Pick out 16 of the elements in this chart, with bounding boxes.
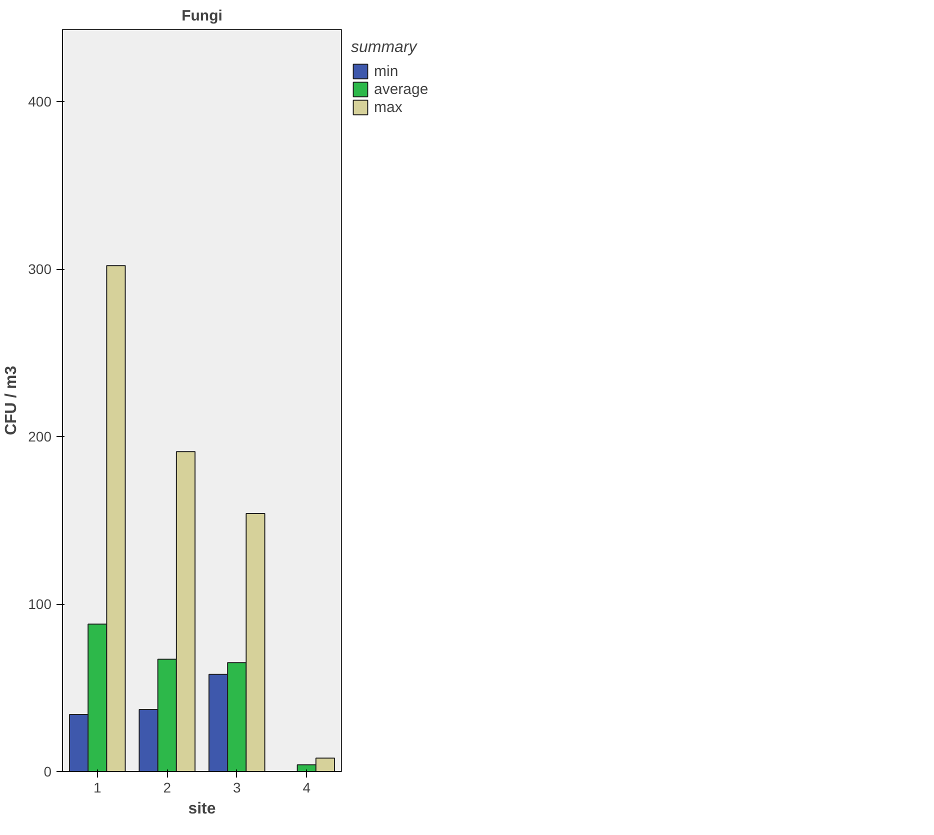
y-tick-label: 100 bbox=[28, 596, 52, 612]
y-tick-label: 0 bbox=[44, 764, 52, 780]
legend-label: max bbox=[374, 98, 402, 116]
y-tick-label: 400 bbox=[28, 94, 52, 110]
legend-label: average bbox=[374, 80, 428, 98]
x-tick-label: 2 bbox=[163, 780, 172, 796]
x-tick-label: 1 bbox=[93, 780, 102, 796]
y-axis-title: CFU / m3 bbox=[3, 366, 20, 436]
x-tick-label: 4 bbox=[302, 780, 311, 796]
chart-title: Fungi bbox=[182, 8, 222, 24]
y-tick-label: 200 bbox=[28, 428, 52, 445]
x-axis-title: site bbox=[188, 800, 216, 818]
x-tick-label: 3 bbox=[232, 780, 241, 796]
legend-title: summary bbox=[351, 39, 418, 57]
legend-label: min bbox=[374, 62, 398, 80]
y-tick-label: 300 bbox=[28, 261, 52, 278]
